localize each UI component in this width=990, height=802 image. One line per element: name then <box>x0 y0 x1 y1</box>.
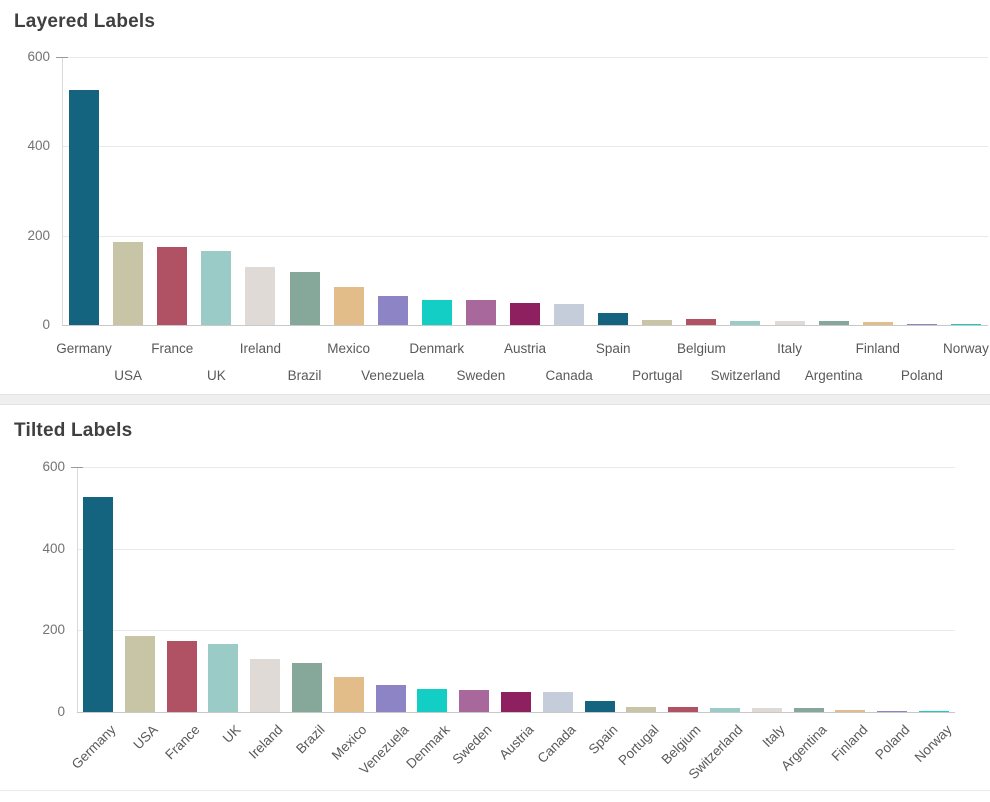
y-axis-line <box>77 467 78 712</box>
panel-divider <box>0 394 990 405</box>
y-tick-label-400: 400 <box>42 540 65 556</box>
y-gridline-400 <box>77 548 955 550</box>
bar-spain[interactable] <box>598 312 629 325</box>
y-tick-label-0: 0 <box>42 317 50 332</box>
x-label-uk: UK <box>206 368 226 383</box>
x-label-brazil: Brazil <box>287 368 322 383</box>
bar-argentina[interactable] <box>818 320 849 325</box>
y-axis-top-tick <box>56 57 68 58</box>
bar-spain[interactable] <box>584 700 615 712</box>
bar-italy[interactable] <box>774 320 805 325</box>
layered-labels-chart: Layered Labels 0 200 400 600 Germany USA Franc… <box>0 0 990 394</box>
bar-finland[interactable] <box>862 322 893 325</box>
x-label-venezuela: Venezuela <box>361 368 425 383</box>
bar-germany[interactable] <box>82 496 113 712</box>
x-label-norway: Norway <box>943 341 989 356</box>
y-gridline-400 <box>62 146 988 148</box>
x-axis-baseline <box>77 712 955 713</box>
bar-poland[interactable] <box>906 323 937 325</box>
x-label-belgium: Belgium <box>676 341 726 356</box>
x-label-italy: Italy <box>777 341 802 356</box>
bar-canada[interactable] <box>542 692 573 712</box>
bar-denmark[interactable] <box>421 299 452 325</box>
bar-brazil[interactable] <box>289 271 320 325</box>
tilted-labels-chart: Tilted Labels 0 200 400 600 Germany USA France… <box>0 405 990 790</box>
plot-area <box>56 57 988 326</box>
bar-canada[interactable] <box>554 303 585 325</box>
x-label-denmark: Denmark <box>409 341 465 356</box>
bar-mexico[interactable] <box>333 677 364 712</box>
x-label-austria: Austria <box>503 341 547 356</box>
bar-ireland[interactable] <box>245 266 276 325</box>
bar-usa[interactable] <box>124 636 155 712</box>
bar-portugal[interactable] <box>642 319 673 325</box>
bar-switzerland[interactable] <box>730 320 761 325</box>
y-gridline-600 <box>77 467 955 468</box>
bar-belgium[interactable] <box>668 706 699 712</box>
bar-finland[interactable] <box>835 709 866 712</box>
y-gridline-200 <box>62 235 988 237</box>
bar-ireland[interactable] <box>250 658 281 712</box>
bar-poland[interactable] <box>877 710 908 712</box>
y-axis-line <box>62 57 63 325</box>
bar-venezuela[interactable] <box>377 295 408 325</box>
x-label-ireland: Ireland <box>239 341 282 356</box>
x-label-germany: Germany <box>56 341 112 356</box>
bar-norway[interactable] <box>919 711 950 712</box>
bottom-border <box>0 790 990 791</box>
bar-argentina[interactable] <box>793 708 824 712</box>
x-label-spain: Spain <box>595 341 631 356</box>
x-label-usa: USA <box>114 368 143 383</box>
bar-germany[interactable] <box>69 89 100 325</box>
y-tick-label-600: 600 <box>27 49 50 64</box>
y-gridline-200 <box>77 630 955 632</box>
bar-austria[interactable] <box>501 691 531 712</box>
y-tick-label-400: 400 <box>27 138 50 154</box>
x-label-mexico: Mexico <box>327 341 370 356</box>
x-label-portugal: Portugal <box>632 368 683 383</box>
x-label-canada: Canada <box>545 368 593 383</box>
bar-norway[interactable] <box>950 324 981 325</box>
bar-france[interactable] <box>166 640 197 712</box>
bar-uk[interactable] <box>208 644 239 712</box>
y-axis-top-tick <box>71 467 83 468</box>
x-label-argentina: Argentina <box>804 368 863 383</box>
chart-title: Tilted Labels <box>14 420 133 441</box>
y-tick-label-0: 0 <box>57 704 65 719</box>
x-label-france: France <box>151 341 194 356</box>
x-label-poland: Poland <box>900 368 943 383</box>
bar-belgium[interactable] <box>686 319 717 325</box>
x-label-switzerland: Switzerland <box>710 368 781 383</box>
y-gridline-600 <box>62 57 988 58</box>
bar-italy[interactable] <box>751 708 782 712</box>
bar-portugal[interactable] <box>626 707 657 712</box>
y-tick-label-600: 600 <box>42 459 65 474</box>
bar-switzerland[interactable] <box>710 707 741 712</box>
bar-venezuela[interactable] <box>375 685 406 712</box>
bar-brazil[interactable] <box>291 663 322 712</box>
y-tick-label-200: 200 <box>27 227 50 243</box>
x-axis-baseline <box>62 325 988 326</box>
bar-austria[interactable] <box>510 302 540 325</box>
bar-usa[interactable] <box>113 242 144 325</box>
bar-sweden[interactable] <box>459 689 490 712</box>
bar-mexico[interactable] <box>333 287 364 325</box>
bar-uk[interactable] <box>201 250 232 325</box>
bar-sweden[interactable] <box>465 300 496 325</box>
bar-denmark[interactable] <box>417 688 448 712</box>
x-label-sweden: Sweden <box>456 368 506 383</box>
chart-title: Layered Labels <box>14 11 156 32</box>
y-tick-label-200: 200 <box>42 622 65 638</box>
bar-france[interactable] <box>157 247 188 325</box>
x-label-finland: Finland <box>855 341 900 356</box>
plot-area <box>71 467 955 713</box>
